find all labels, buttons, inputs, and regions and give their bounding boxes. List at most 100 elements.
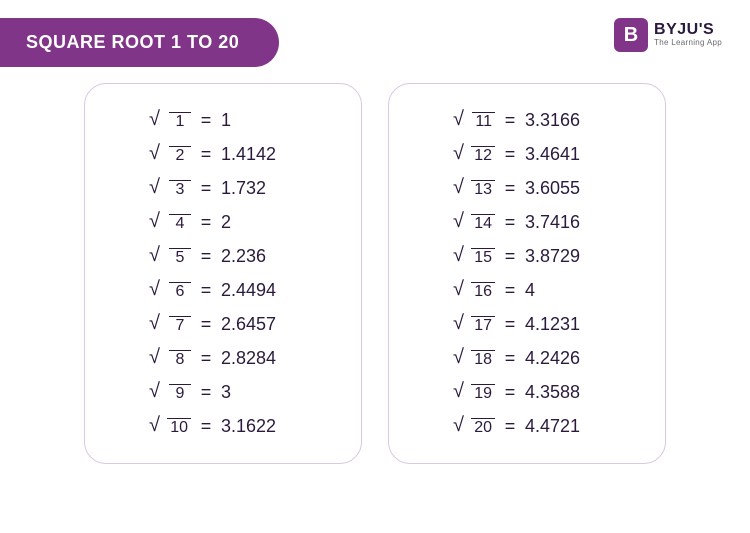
sqrt-value: 1 xyxy=(221,110,299,131)
equals-sign: = xyxy=(191,178,221,199)
table-row: √ 19=4.3588 xyxy=(389,382,665,403)
radicand-value: 1 xyxy=(169,112,191,131)
equals-sign: = xyxy=(495,416,525,437)
equals-sign: = xyxy=(495,178,525,199)
table-row: √9=3 xyxy=(85,382,361,403)
brand-logo-icon: B xyxy=(614,18,648,52)
surd-symbol: √ xyxy=(453,142,464,165)
surd-symbol: √ xyxy=(149,176,160,199)
surd-symbol: √ xyxy=(149,210,160,233)
table-row: √2=1.4142 xyxy=(85,144,361,165)
radical-icon: √2 xyxy=(147,144,191,165)
sqrt-value: 1.732 xyxy=(221,178,299,199)
radicand-value: 3 xyxy=(169,180,191,199)
surd-symbol: √ xyxy=(149,278,160,301)
radical-icon: √ 11 xyxy=(451,110,495,131)
sqrt-value: 3.6055 xyxy=(525,178,603,199)
equals-sign: = xyxy=(191,416,221,437)
surd-symbol: √ xyxy=(453,210,464,233)
sqrt-value: 4.2426 xyxy=(525,348,603,369)
radical-icon: √6 xyxy=(147,280,191,301)
sqrt-value: 4.3588 xyxy=(525,382,603,403)
surd-symbol: √ xyxy=(149,142,160,165)
equals-sign: = xyxy=(495,382,525,403)
surd-symbol: √ xyxy=(453,176,464,199)
table-row: √1=1 xyxy=(85,110,361,131)
sqrt-value: 3 xyxy=(221,382,299,403)
table-row: √ 20=4.4721 xyxy=(389,416,665,437)
radical-icon: √13 xyxy=(451,178,495,199)
equals-sign: = xyxy=(495,144,525,165)
radicand-value: 9 xyxy=(169,384,191,403)
table-row: √5=2.236 xyxy=(85,246,361,267)
equals-sign: = xyxy=(495,110,525,131)
radicand-value: 11 xyxy=(472,112,495,131)
radical-icon: √15 xyxy=(451,246,495,267)
sqrt-value: 4 xyxy=(525,280,603,301)
radical-icon: √8 xyxy=(147,348,191,369)
radical-icon: √10 xyxy=(147,416,191,437)
table-row: √13=3.6055 xyxy=(389,178,665,199)
equals-sign: = xyxy=(191,314,221,335)
radicand-value: 4 xyxy=(169,214,191,233)
radical-icon: √16 xyxy=(451,280,495,301)
radicand-value: 19 xyxy=(471,384,495,403)
radical-icon: √18 xyxy=(451,348,495,369)
radical-icon: √7 xyxy=(147,314,191,335)
equals-sign: = xyxy=(495,314,525,335)
header: SQUARE ROOT 1 TO 20 B BYJU'S The Learnin… xyxy=(0,0,750,77)
sqrt-value: 4.4721 xyxy=(525,416,603,437)
brand-text: BYJU'S The Learning App xyxy=(654,22,722,47)
radical-icon: √9 xyxy=(147,382,191,403)
radical-icon: √ 17 xyxy=(451,314,495,335)
radical-icon: √ 19 xyxy=(451,382,495,403)
sqrt-value: 3.4641 xyxy=(525,144,603,165)
sqrt-value: 3.3166 xyxy=(525,110,603,131)
sqrt-card-left: √1=1√2=1.4142√3=1.732√4=2√5=2.236√6=2.44… xyxy=(84,83,362,464)
content: √1=1√2=1.4142√3=1.732√4=2√5=2.236√6=2.44… xyxy=(0,77,750,464)
surd-symbol: √ xyxy=(149,108,160,131)
radicand-value: 2 xyxy=(169,146,191,165)
surd-symbol: √ xyxy=(453,108,464,131)
radicand-value: 20 xyxy=(471,418,495,437)
equals-sign: = xyxy=(191,382,221,403)
surd-symbol: √ xyxy=(149,380,160,403)
radical-icon: √ 14 xyxy=(451,212,495,233)
sqrt-value: 3.1622 xyxy=(221,416,299,437)
equals-sign: = xyxy=(495,280,525,301)
equals-sign: = xyxy=(191,348,221,369)
table-row: √8=2.8284 xyxy=(85,348,361,369)
radicand-value: 14 xyxy=(471,214,495,233)
table-row: √4=2 xyxy=(85,212,361,233)
surd-symbol: √ xyxy=(453,414,464,437)
equals-sign: = xyxy=(495,212,525,233)
brand-tagline: The Learning App xyxy=(654,39,722,47)
table-row: √ 3=1.732 xyxy=(85,178,361,199)
table-row: √18=4.2426 xyxy=(389,348,665,369)
radicand-value: 8 xyxy=(169,350,191,369)
sqrt-value: 2.236 xyxy=(221,246,299,267)
radicand-value: 7 xyxy=(169,316,191,335)
equals-sign: = xyxy=(191,144,221,165)
sqrt-value: 3.7416 xyxy=(525,212,603,233)
table-row: √7=2.6457 xyxy=(85,314,361,335)
sqrt-value: 3.8729 xyxy=(525,246,603,267)
brand-name: BYJU'S xyxy=(654,22,722,39)
radicand-value: 18 xyxy=(471,350,495,369)
surd-symbol: √ xyxy=(453,278,464,301)
radical-icon: √ 20 xyxy=(451,416,495,437)
surd-symbol: √ xyxy=(453,244,464,267)
equals-sign: = xyxy=(191,212,221,233)
surd-symbol: √ xyxy=(453,312,464,335)
radical-icon: √5 xyxy=(147,246,191,267)
surd-symbol: √ xyxy=(453,380,464,403)
sqrt-value: 2.4494 xyxy=(221,280,299,301)
table-row: √17=4.1231 xyxy=(389,314,665,335)
page-title: SQUARE ROOT 1 TO 20 xyxy=(0,18,279,67)
radical-icon: √4 xyxy=(147,212,191,233)
sqrt-card-right: √11=3.3166√12=3.4641√13=3.6055√14=3.7416… xyxy=(388,83,666,464)
radicand-value: 17 xyxy=(471,316,495,335)
equals-sign: = xyxy=(191,246,221,267)
table-row: √12=3.4641 xyxy=(389,144,665,165)
radical-icon: √12 xyxy=(451,144,495,165)
